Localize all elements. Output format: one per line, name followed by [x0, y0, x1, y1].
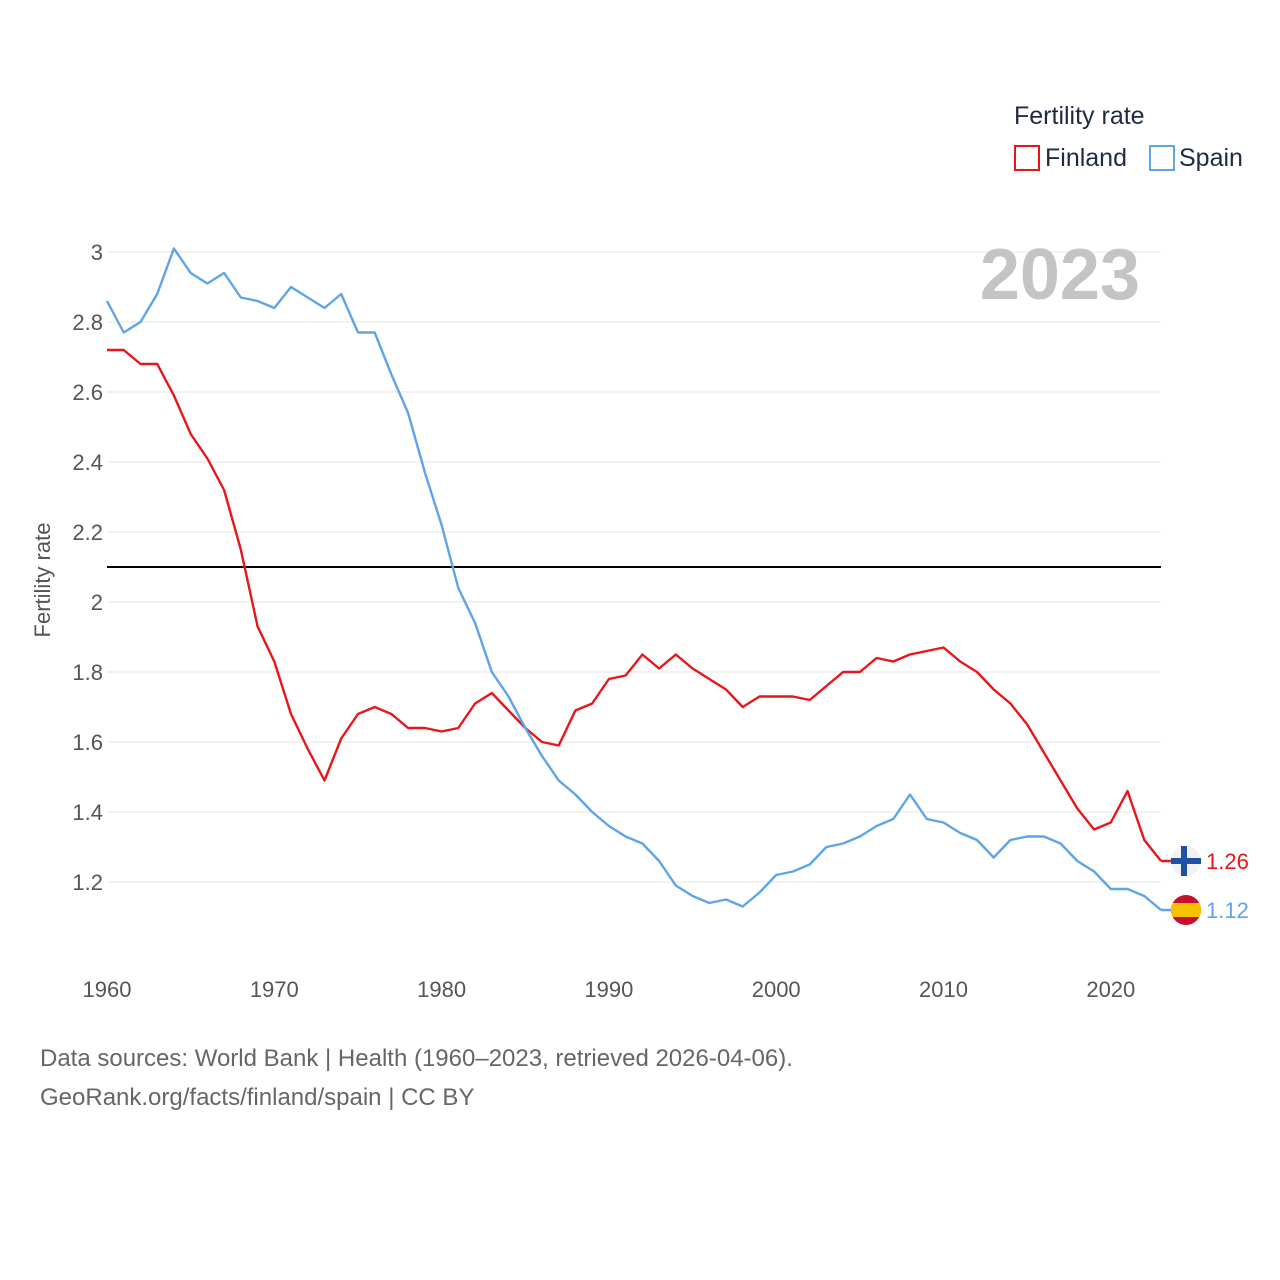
credit-link[interactable]: GeoRank.org/facts/finland/spain | CC BY — [40, 1084, 475, 1111]
y-tick-label: 3 — [91, 240, 103, 265]
x-tick-label: 1990 — [584, 977, 633, 1002]
legend-title: Fertility rate — [1014, 102, 1145, 130]
spain-end-value: 1.12 — [1206, 898, 1249, 923]
y-tick-label: 2.6 — [72, 380, 103, 405]
x-tick-label: 1980 — [417, 977, 466, 1002]
finland-flag-icon — [1171, 846, 1201, 876]
series-line-finland[interactable] — [107, 348, 1162, 862]
x-tick-label: 2020 — [1086, 977, 1135, 1002]
y-tick-label: 2.4 — [72, 450, 103, 475]
x-tick-label: 2010 — [919, 977, 968, 1002]
y-tick-label: 1.2 — [72, 870, 103, 895]
spain-flag-icon — [1171, 895, 1201, 925]
legend-label-finland[interactable]: Finland — [1045, 144, 1127, 172]
legend: Fertility rate Finland Spain — [1014, 102, 1243, 172]
legend-label-spain[interactable]: Spain — [1179, 144, 1243, 172]
x-tick-label: 2000 — [752, 977, 801, 1002]
finland-end-value: 1.26 — [1206, 849, 1249, 874]
legend-swatch-finland[interactable] — [1014, 145, 1040, 171]
x-axis-ticks: 1960 1970 1980 1990 2000 2010 2020 — [83, 977, 1136, 1002]
x-tick-label: 1960 — [83, 977, 132, 1002]
y-axis-ticks: 3 2.8 2.6 2.4 2.2 2 1.8 1.6 1.4 1.2 — [72, 240, 103, 895]
year-label: 2023 — [980, 235, 1140, 315]
y-axis-label: Fertility rate — [30, 523, 55, 638]
y-tick-label: 2.2 — [72, 520, 103, 545]
series-lines — [105, 247, 1186, 912]
x-tick-label: 1970 — [250, 977, 299, 1002]
y-tick-label: 1.4 — [72, 800, 103, 825]
y-tick-label: 1.8 — [72, 660, 103, 685]
gridlines — [107, 251, 1161, 883]
legend-swatch-spain[interactable] — [1149, 145, 1175, 171]
y-tick-label: 1.6 — [72, 730, 103, 755]
y-tick-label: 2 — [91, 590, 103, 615]
data-sources: Data sources: World Bank | Health (1960–… — [40, 1045, 793, 1072]
series-line-spain[interactable] — [105, 247, 1162, 911]
y-tick-label: 2.8 — [72, 310, 103, 335]
